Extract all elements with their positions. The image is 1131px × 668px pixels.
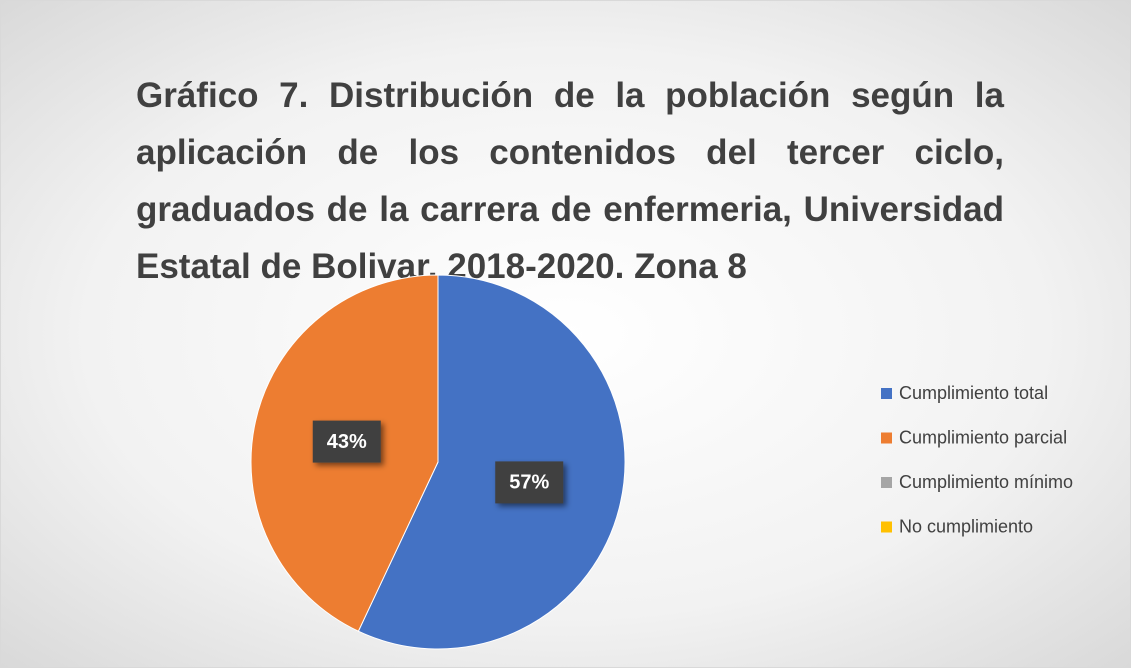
data-label: 43% [327, 431, 367, 453]
data-label-box [312, 420, 381, 463]
legend-swatch [881, 477, 892, 488]
chart-title: Gráfico 7. Distribución de la población … [136, 76, 1004, 286]
pie-slice [357, 274, 626, 650]
legend-label: Cumplimiento mínimo [899, 472, 1073, 492]
data-label: 57% [509, 472, 549, 494]
legend-label: Cumplimiento parcial [899, 427, 1067, 447]
legend-label: Cumplimiento total [899, 383, 1048, 403]
data-label-box [495, 461, 564, 504]
legend-label: No cumplimiento [899, 516, 1033, 536]
legend-swatch [881, 388, 892, 399]
legend-swatch [881, 521, 892, 533]
legend-swatch [881, 432, 892, 444]
